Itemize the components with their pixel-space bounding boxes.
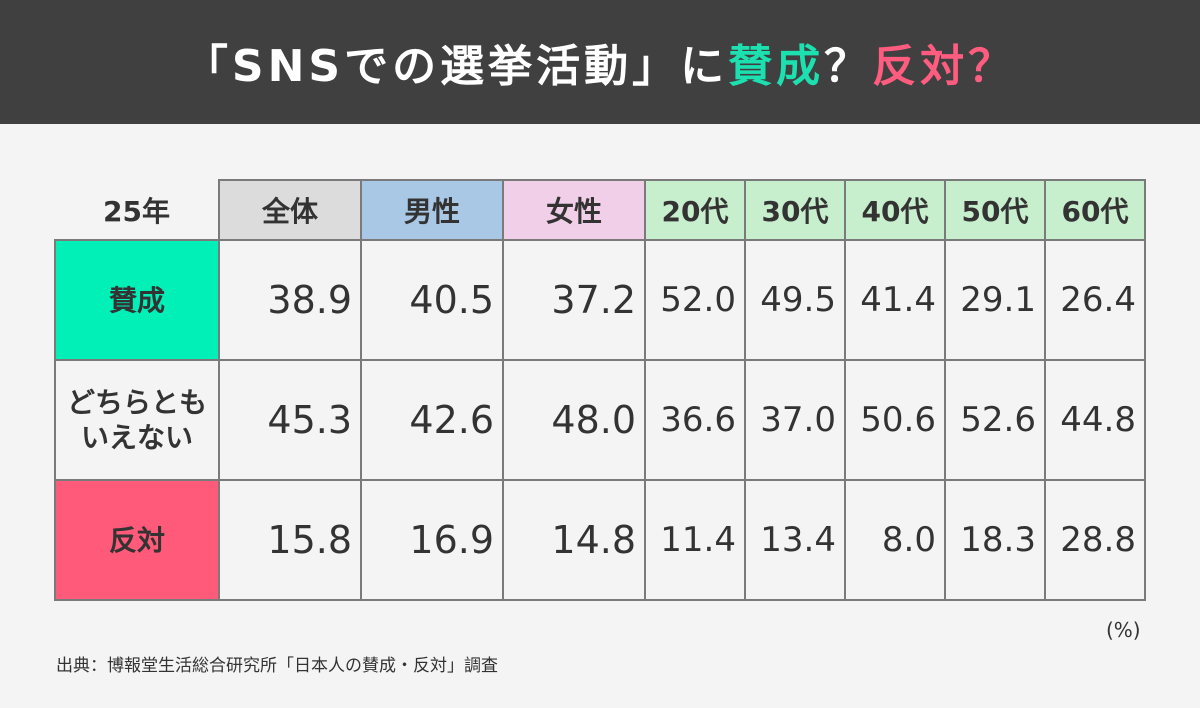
value-agree-30s: 49.5 — [760, 280, 836, 320]
value-neutral-50s: 52.6 — [960, 400, 1036, 440]
cell-agree-50s: 29.1 — [944, 239, 1046, 361]
title-agree: 賛成 — [728, 41, 825, 92]
table-header-row: 25年 全体 男性 女性 20代 30代 40代 50代 60代 — [55, 179, 1146, 241]
value-oppose-40s: 8.0 — [881, 520, 936, 560]
value-agree-40s: 41.4 — [860, 280, 936, 320]
value-oppose-50s: 18.3 — [960, 520, 1036, 560]
column-header-female: 女性 — [502, 179, 646, 241]
table-row-oppose: 反対 15.8 16.9 14.8 11.4 13.4 8.0 18.3 28.… — [54, 479, 1146, 601]
column-header-50s: 50代 — [944, 179, 1046, 241]
value-oppose-20s: 11.4 — [660, 520, 736, 560]
value-neutral-30s: 37.0 — [760, 400, 836, 440]
cell-agree-30s: 49.5 — [744, 239, 846, 361]
page-title: 「SNSでの選挙活動」に賛成？反対？ — [184, 30, 1016, 94]
column-header-60s: 60代 — [1044, 179, 1146, 241]
cell-oppose-40s: 8.0 — [844, 479, 946, 601]
cell-agree-40s: 41.4 — [844, 239, 946, 361]
cell-agree-60s: 26.4 — [1044, 239, 1146, 361]
value-oppose-30s: 13.4 — [760, 520, 836, 560]
value-neutral-male: 42.6 — [409, 398, 494, 442]
title-question-mark-2: ？ — [968, 41, 1017, 92]
cell-agree-20s: 52.0 — [644, 239, 746, 361]
row-label-agree-text: 賛成 — [108, 283, 165, 317]
value-neutral-female: 48.0 — [551, 398, 636, 442]
title-prefix: 「SNSでの選挙活動」に — [183, 41, 729, 92]
cell-neutral-30s: 37.0 — [744, 359, 846, 481]
row-label-neutral-line-1: どちらとも — [66, 386, 207, 419]
value-agree-male: 40.5 — [409, 278, 494, 322]
value-neutral-20s: 36.6 — [660, 400, 736, 440]
value-neutral-total: 45.3 — [267, 398, 352, 442]
value-oppose-female: 14.8 — [551, 518, 636, 562]
cell-neutral-60s: 44.8 — [1044, 359, 1146, 481]
cell-agree-female: 37.2 — [502, 239, 646, 361]
cell-agree-male: 40.5 — [360, 239, 504, 361]
value-agree-60s: 26.4 — [1060, 280, 1136, 320]
cell-agree-total: 38.9 — [218, 239, 362, 361]
row-label-neutral: どちらとも いえない — [54, 359, 220, 481]
value-neutral-60s: 44.8 — [1060, 400, 1136, 440]
year-label: 25年 — [103, 194, 170, 228]
row-label-neutral-line-2: いえない — [80, 421, 193, 454]
cell-neutral-20s: 36.6 — [644, 359, 746, 481]
value-agree-20s: 52.0 — [660, 280, 736, 320]
table-row-agree: 賛成 38.9 40.5 37.2 52.0 49.5 41.4 29.1 26… — [54, 239, 1146, 361]
row-label-agree: 賛成 — [54, 239, 220, 361]
row-label-oppose: 反対 — [54, 479, 220, 601]
cell-oppose-30s: 13.4 — [744, 479, 846, 601]
cell-oppose-20s: 11.4 — [644, 479, 746, 601]
cell-oppose-total: 15.8 — [218, 479, 362, 601]
cell-neutral-female: 48.0 — [502, 359, 646, 481]
cell-oppose-50s: 18.3 — [944, 479, 1046, 601]
value-oppose-total: 15.8 — [267, 518, 352, 562]
row-label-oppose-text: 反対 — [108, 523, 165, 557]
column-header-total: 全体 — [218, 179, 362, 241]
value-agree-50s: 29.1 — [960, 280, 1036, 320]
column-header-20s: 20代 — [644, 179, 746, 241]
cell-oppose-female: 14.8 — [502, 479, 646, 601]
header-bar: 「SNSでの選挙活動」に賛成？反対？ — [0, 0, 1200, 124]
cell-neutral-50s: 52.6 — [944, 359, 1046, 481]
column-header-30s: 30代 — [744, 179, 846, 241]
value-agree-total: 38.9 — [267, 278, 352, 322]
cell-neutral-male: 42.6 — [360, 359, 504, 481]
column-header-40s: 40代 — [844, 179, 946, 241]
year-label-cell: 25年 — [55, 180, 220, 241]
cell-neutral-40s: 50.6 — [844, 359, 946, 481]
cell-oppose-60s: 28.8 — [1044, 479, 1146, 601]
survey-table: 25年 全体 男性 女性 20代 30代 40代 50代 60代 賛成 38.9… — [54, 179, 1146, 601]
unit-label: (%) — [1106, 618, 1141, 642]
column-header-male: 男性 — [360, 179, 504, 241]
cell-neutral-total: 45.3 — [218, 359, 362, 481]
table-row-neutral: どちらとも いえない 45.3 42.6 48.0 36.6 37.0 50.6 … — [54, 359, 1146, 481]
value-neutral-40s: 50.6 — [860, 400, 936, 440]
value-oppose-male: 16.9 — [409, 518, 494, 562]
cell-oppose-male: 16.9 — [360, 479, 504, 601]
value-agree-female: 37.2 — [551, 278, 636, 322]
title-question-mark-1: ？ — [824, 41, 873, 92]
title-oppose: 反対 — [872, 41, 969, 92]
source-note: 出典：博報堂生活総合研究所「日本人の賛成・反対」調査 — [56, 656, 498, 676]
value-oppose-60s: 28.8 — [1060, 520, 1136, 560]
